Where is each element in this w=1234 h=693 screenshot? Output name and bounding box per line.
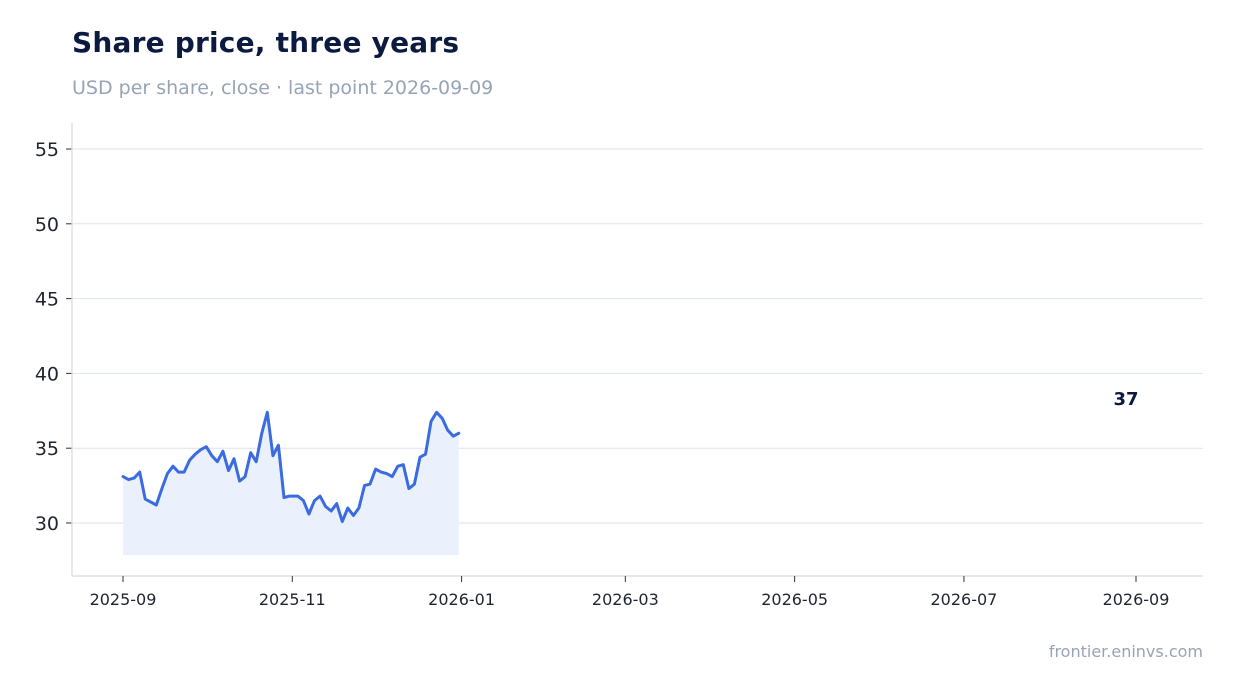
y-tick-label: 30 — [35, 513, 59, 535]
y-tick-label: 45 — [35, 289, 59, 311]
x-tick-label: 2026-09 — [1103, 590, 1170, 609]
x-tick-label: 2025-09 — [90, 590, 157, 609]
x-tick-label: 2026-05 — [761, 590, 828, 609]
y-tick-label: 55 — [35, 139, 59, 161]
chart-title: Share price, three years — [72, 26, 460, 59]
chart-subtitle: USD per share, close · last point 2026-0… — [72, 77, 494, 99]
source-credit: frontier.eninvs.com — [1048, 642, 1203, 661]
x-tick-label: 2026-03 — [592, 590, 659, 609]
series-line — [121, 410, 461, 523]
y-tick-label: 35 — [35, 438, 59, 460]
x-tick-label: 2025-11 — [259, 590, 326, 609]
last-value-label: 37 — [1113, 389, 1138, 410]
y-tick-label: 50 — [35, 214, 59, 236]
y-tick-label: 40 — [35, 363, 59, 385]
x-tick-label: 2026-01 — [428, 590, 495, 609]
x-tick-label: 2026-07 — [930, 590, 997, 609]
